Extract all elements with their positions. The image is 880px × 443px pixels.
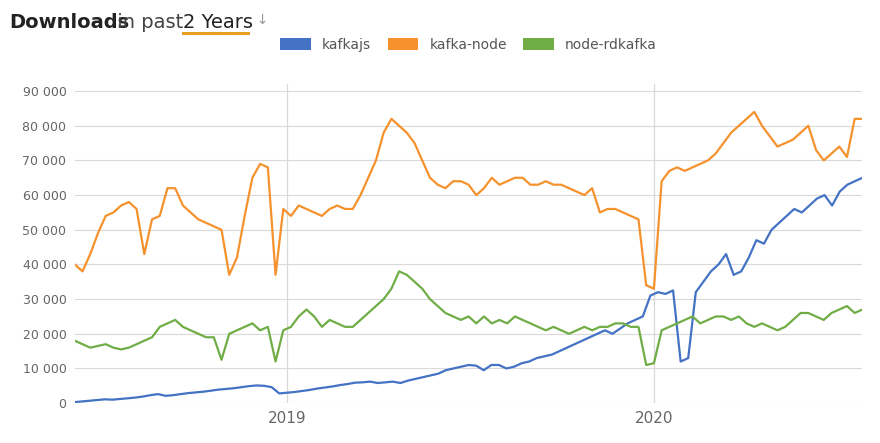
Text: ↓: ↓ (248, 13, 268, 27)
Legend: kafkajs, kafka-node, node-rdkafka: kafkajs, kafka-node, node-rdkafka (276, 34, 661, 56)
Text: Downloads: Downloads (9, 13, 129, 32)
Text: 2 Years: 2 Years (183, 13, 253, 32)
Text: in past: in past (111, 13, 195, 32)
